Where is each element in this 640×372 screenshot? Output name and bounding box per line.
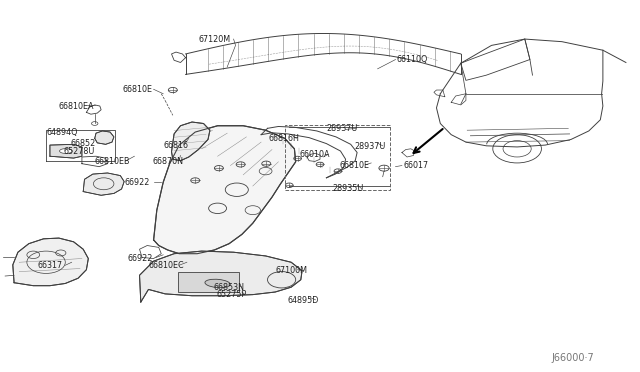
Bar xyxy=(285,125,390,190)
Text: 65278U: 65278U xyxy=(64,147,95,156)
Text: 66810EB: 66810EB xyxy=(95,157,130,166)
Polygon shape xyxy=(140,251,302,302)
Text: J66000·7: J66000·7 xyxy=(552,353,594,363)
Text: 67120M: 67120M xyxy=(198,35,230,44)
Text: 64894Q: 64894Q xyxy=(46,128,77,137)
Text: 66110Q: 66110Q xyxy=(397,55,428,64)
Polygon shape xyxy=(154,126,296,254)
Polygon shape xyxy=(50,144,82,158)
Text: 66017: 66017 xyxy=(403,161,428,170)
Polygon shape xyxy=(95,131,114,144)
Text: 64895D: 64895D xyxy=(288,296,319,305)
Text: 66816H: 66816H xyxy=(269,134,300,143)
Text: 28937U: 28937U xyxy=(354,142,385,151)
Text: 66810EA: 66810EA xyxy=(59,102,94,110)
Bar xyxy=(178,272,239,292)
Polygon shape xyxy=(83,173,124,195)
Text: 66010A: 66010A xyxy=(300,150,330,159)
Text: 66922: 66922 xyxy=(125,178,150,187)
Text: 66922: 66922 xyxy=(128,254,154,263)
Text: 66853N: 66853N xyxy=(213,283,244,292)
Text: 67100M: 67100M xyxy=(275,266,307,275)
Text: 66810E: 66810E xyxy=(122,85,152,94)
Text: 66810EC: 66810EC xyxy=(148,262,184,270)
Text: 66810E: 66810E xyxy=(339,161,369,170)
Text: 66870N: 66870N xyxy=(152,157,183,166)
Polygon shape xyxy=(13,238,88,286)
Text: 66816: 66816 xyxy=(163,141,188,150)
Polygon shape xyxy=(172,122,210,161)
Text: 28935U: 28935U xyxy=(333,185,364,193)
Text: 28937U: 28937U xyxy=(326,124,358,133)
Text: 66317: 66317 xyxy=(37,262,62,270)
Ellipse shape xyxy=(60,149,72,154)
Text: 66852: 66852 xyxy=(70,139,95,148)
Ellipse shape xyxy=(205,279,230,288)
Text: 65275P: 65275P xyxy=(216,291,246,299)
